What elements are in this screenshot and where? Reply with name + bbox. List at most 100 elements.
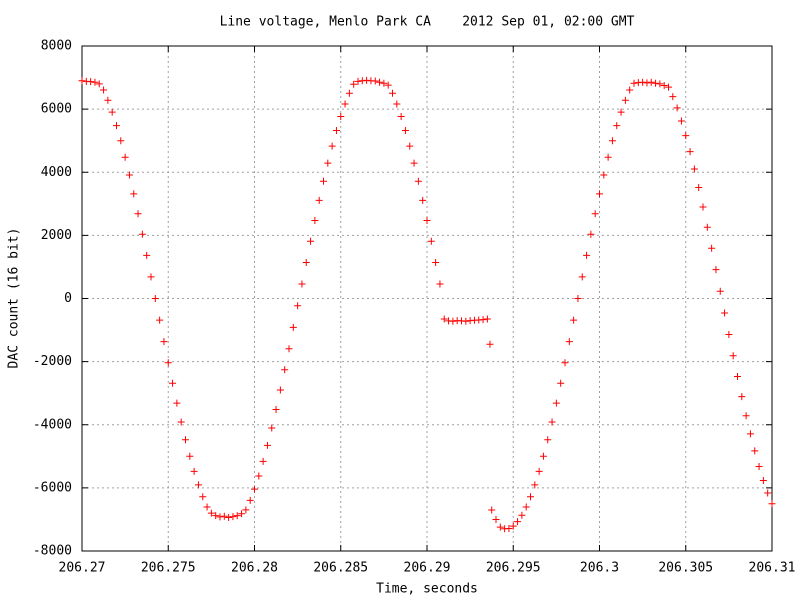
point (169, 379, 177, 387)
point (660, 81, 668, 89)
point (233, 512, 241, 520)
point (505, 524, 513, 532)
point (514, 518, 522, 526)
x-axis-label: Time, seconds (376, 582, 478, 597)
x-tick-label: 206.275 (141, 561, 196, 576)
point (203, 503, 211, 511)
point (125, 171, 133, 179)
point (665, 83, 672, 91)
point (677, 117, 685, 125)
point (462, 317, 470, 325)
y-tick-label: 6000 (41, 102, 72, 117)
point (87, 78, 95, 86)
point (479, 316, 487, 324)
point (302, 258, 310, 266)
point (630, 79, 638, 87)
point (121, 153, 129, 161)
point (151, 295, 159, 302)
point (238, 510, 246, 518)
y-tick-label: -2000 (33, 354, 72, 369)
point (496, 523, 504, 531)
x-tick-label: 206.28 (231, 561, 278, 576)
point (220, 512, 228, 520)
y-tick-label: -4000 (33, 417, 72, 432)
point (199, 493, 207, 501)
point (315, 196, 323, 204)
point (190, 467, 198, 475)
point (298, 280, 306, 288)
point (186, 452, 194, 460)
point (95, 80, 103, 88)
point (552, 399, 560, 407)
point (143, 251, 151, 259)
point (423, 216, 431, 224)
x-tick-label: 206.285 (313, 561, 368, 576)
point (194, 481, 202, 489)
point (746, 430, 754, 438)
x-tick-label: 206.29 (404, 561, 451, 576)
point (156, 316, 164, 324)
point (177, 418, 185, 426)
point (389, 89, 396, 97)
point (449, 317, 457, 325)
y-tick-label: 2000 (41, 228, 72, 243)
point (182, 436, 189, 444)
point (535, 467, 543, 475)
point (755, 462, 763, 470)
point (401, 127, 409, 135)
point (138, 230, 146, 238)
point (608, 137, 616, 145)
point (604, 153, 612, 161)
point (272, 406, 280, 414)
point (410, 159, 418, 167)
point (738, 393, 746, 401)
point (311, 216, 319, 224)
point (690, 165, 698, 173)
point (617, 108, 625, 116)
point (699, 203, 707, 211)
point (544, 436, 552, 444)
point (414, 177, 422, 185)
point (682, 132, 690, 140)
point (371, 77, 379, 85)
point (320, 177, 327, 185)
point (725, 331, 733, 339)
point (527, 493, 534, 501)
point (341, 100, 349, 108)
point (436, 280, 444, 288)
point (587, 230, 595, 238)
point (531, 481, 539, 489)
y-tick-label: -8000 (33, 544, 72, 559)
point (328, 142, 336, 150)
point (263, 441, 271, 449)
point (100, 86, 108, 94)
point (117, 137, 125, 145)
point (656, 80, 664, 88)
point (345, 89, 353, 97)
point (160, 338, 168, 346)
point (716, 287, 724, 295)
point (729, 352, 737, 360)
point (483, 315, 491, 323)
point (673, 104, 681, 112)
point (539, 452, 547, 460)
point (332, 127, 340, 135)
point (742, 412, 750, 420)
point (734, 373, 741, 381)
point (708, 244, 716, 252)
chart-title: Line voltage, Menlo Park CA 2012 Sep 01,… (220, 15, 635, 30)
point (639, 78, 647, 86)
y-axis-label: DAC count (16 bit) (7, 228, 22, 369)
point (108, 108, 116, 116)
point (397, 112, 405, 120)
point (509, 522, 517, 530)
point (380, 79, 388, 87)
point (285, 345, 293, 353)
point (721, 309, 729, 317)
point (764, 489, 772, 497)
point (643, 79, 651, 87)
point (486, 340, 494, 348)
point (703, 223, 711, 231)
point (712, 266, 720, 274)
